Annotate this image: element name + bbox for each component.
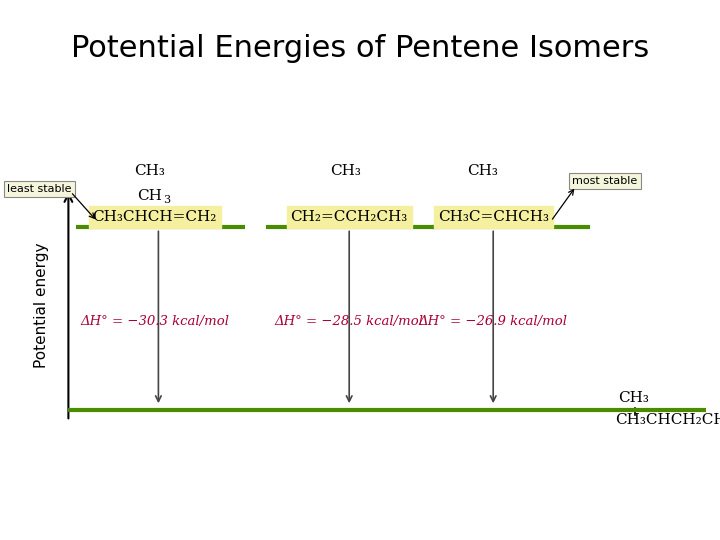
Text: ΔH° = −28.5 kcal/mol: ΔH° = −28.5 kcal/mol	[275, 315, 423, 328]
Text: ΔH° = −30.3 kcal/mol: ΔH° = −30.3 kcal/mol	[81, 315, 229, 328]
Text: most stable: most stable	[572, 176, 637, 186]
Text: CH: CH	[130, 210, 155, 224]
Text: CH₃: CH₃	[135, 164, 165, 178]
Text: 3: 3	[163, 195, 171, 205]
Text: CH: CH	[138, 188, 162, 202]
Text: CH₃CHCH₂CH₃: CH₃CHCH₂CH₃	[616, 413, 720, 427]
Text: CH₃CHCH=CH₂: CH₃CHCH=CH₂	[93, 210, 217, 224]
Text: CH₃: CH₃	[467, 164, 498, 178]
Text: CH₂=CCH₂CH₃: CH₂=CCH₂CH₃	[291, 210, 408, 224]
Text: least stable: least stable	[7, 184, 72, 194]
Text: CH₃: CH₃	[330, 164, 361, 178]
Text: Potential energy: Potential energy	[34, 242, 48, 368]
Text: CH₃: CH₃	[618, 391, 649, 405]
Text: CH₃C=CHCH₃: CH₃C=CHCH₃	[438, 210, 549, 224]
Text: Potential Energies of Pentene Isomers: Potential Energies of Pentene Isomers	[71, 34, 649, 63]
Text: ΔH° = −26.9 kcal/mol: ΔH° = −26.9 kcal/mol	[419, 315, 567, 328]
